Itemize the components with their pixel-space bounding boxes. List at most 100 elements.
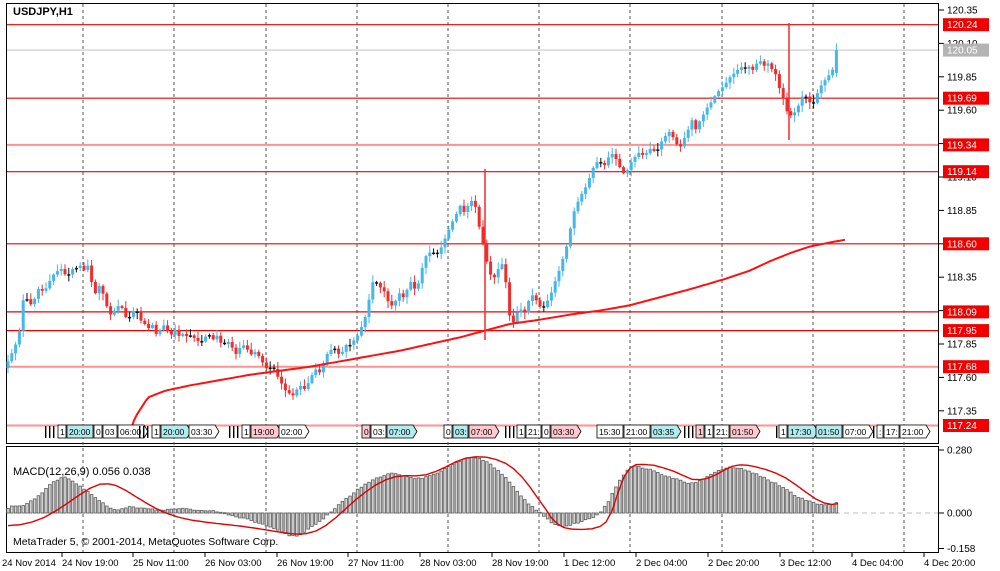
news-flag[interactable]: 03: [370, 424, 387, 439]
news-flag[interactable]: 21:00 [899, 424, 931, 439]
svg-text:0: 0 [446, 427, 451, 437]
time-tick-label: 4 Dec 04:00 [852, 558, 903, 569]
svg-text:119.34: 119.34 [947, 140, 977, 151]
flag-tick [233, 426, 235, 438]
time-tick-label: 26 Nov 19:00 [277, 558, 334, 569]
news-flag[interactable]: 1 [57, 424, 67, 439]
level-price-label: 117.68 [943, 360, 989, 374]
flag-tick [229, 426, 231, 438]
svg-text:03:35: 03:35 [653, 427, 675, 437]
svg-text:0: 0 [96, 427, 101, 437]
level-price-label: 120.24 [943, 18, 989, 32]
time-tick-label: 4 Dec 20:00 [924, 558, 975, 569]
news-flag[interactable]: 07:00 [386, 424, 418, 439]
macd-tick-label: -0.158 [947, 544, 976, 555]
svg-text:03:30: 03:30 [553, 427, 575, 437]
svg-text:02:00: 02:00 [281, 427, 303, 437]
news-flag[interactable]: 01:50 [815, 424, 843, 439]
price-tick-label: 119.60 [947, 106, 977, 117]
news-flag[interactable]: 0 [443, 424, 453, 439]
time-tick-label: 2 Dec 20:00 [708, 558, 759, 569]
news-flag[interactable]: 02:00 [278, 424, 310, 439]
svg-text:07:00: 07:00 [845, 427, 867, 437]
level-price-label: 119.69 [943, 91, 989, 105]
news-flag[interactable]: 03 [102, 424, 118, 439]
copyright-text: MetaTrader 5, © 2001-2014, MetaQuotes So… [13, 536, 279, 548]
news-flag[interactable]: 15:30 [596, 424, 624, 439]
time-tick-label: 1 Dec 12:00 [564, 558, 615, 569]
svg-text:20:00: 20:00 [69, 427, 91, 437]
time-tick-label: 24 Nov 19:00 [62, 558, 119, 569]
macd-indicator-label: MACD(12,26,9) 0.056 0.038 [13, 466, 151, 478]
svg-text:21:00: 21:00 [902, 427, 924, 437]
svg-text:0: 0 [364, 427, 369, 437]
news-flag[interactable]: 1 [516, 424, 526, 439]
flag-tick [505, 426, 507, 438]
news-flag[interactable]: 17:30 [787, 424, 819, 439]
news-flag[interactable]: 03: [452, 424, 469, 439]
svg-text:01:50: 01:50 [818, 427, 840, 437]
svg-text:03:30: 03:30 [191, 427, 213, 437]
macd-signal-line [7, 456, 839, 535]
news-flag[interactable]: 1 [704, 424, 714, 439]
svg-text:1: 1 [781, 427, 786, 437]
time-tick-label: 26 Nov 03:00 [205, 558, 262, 569]
news-flag[interactable]: 21: [713, 424, 730, 439]
news-flag[interactable]: 1 [241, 424, 251, 439]
news-flag[interactable]: 01:50 [729, 424, 761, 439]
svg-text:1: 1 [707, 427, 712, 437]
svg-text:07:00: 07:00 [389, 427, 411, 437]
price-tick-label: 117.85 [947, 340, 977, 351]
news-flag[interactable]: 07:00 [468, 424, 500, 439]
news-flag[interactable]: 03:35 [650, 424, 682, 439]
news-flag[interactable]: 0 [93, 424, 103, 439]
macd-histogram [6, 457, 839, 537]
candlestick-series [6, 43, 838, 400]
news-flag[interactable]: 17: [883, 424, 900, 439]
flag-tick [237, 426, 239, 438]
news-flag[interactable]: 0 [361, 424, 371, 439]
time-tick-label: 3 Dec 12:00 [780, 558, 831, 569]
svg-text:1: 1 [244, 427, 249, 437]
svg-text:21:00: 21:00 [626, 427, 648, 437]
current-price-label: 120.05 [943, 43, 989, 57]
flag-tick [684, 426, 686, 438]
news-flag[interactable]: 21: [525, 424, 542, 439]
svg-text:1: 1 [154, 427, 159, 437]
macd-panel-border [6, 446, 939, 553]
price-tick-label: 120.35 [947, 6, 978, 17]
svg-text:03:: 03: [373, 427, 385, 437]
news-flag[interactable]: 21:00 [623, 424, 651, 439]
flag-tick [49, 426, 51, 438]
level-price-label: 118.60 [943, 237, 989, 251]
news-flag[interactable]: 20:00 [160, 424, 192, 439]
news-flag[interactable]: 07:00 [842, 424, 874, 439]
time-tick-label: 24 Nov 2014 [2, 558, 56, 569]
svg-text:21:: 21: [528, 427, 540, 437]
svg-text:1: 1 [60, 427, 65, 437]
price-tick-label: 117.60 [947, 373, 977, 384]
news-flag[interactable]: 20:00 [66, 424, 94, 439]
level-price-label: 117.95 [943, 324, 989, 338]
news-flag[interactable]: 0 [541, 424, 551, 439]
time-tick-label: 25 Nov 11:00 [133, 558, 189, 569]
time-tick-label: 27 Nov 11:00 [348, 558, 404, 569]
moving-average-line[interactable] [127, 238, 846, 438]
svg-text:07:00: 07:00 [471, 427, 493, 437]
news-flag[interactable]: 03:30 [188, 424, 220, 439]
svg-text:120.05: 120.05 [947, 46, 978, 57]
news-flag[interactable]: 06:00 [117, 424, 149, 439]
flag-tick [509, 426, 511, 438]
news-flag[interactable]: 1 [151, 424, 161, 439]
news-flag[interactable]: : [876, 424, 884, 439]
flag-tick [692, 426, 694, 438]
news-flag[interactable]: 03:30 [550, 424, 582, 439]
news-flag[interactable]: 19:00 [250, 424, 282, 439]
svg-text:15:30: 15:30 [599, 427, 621, 437]
news-flag[interactable]: 1 [778, 424, 788, 439]
svg-text:03:: 03: [455, 427, 467, 437]
price-tick-label: 119.85 [947, 72, 977, 83]
news-flag[interactable]: 1 [695, 424, 705, 439]
